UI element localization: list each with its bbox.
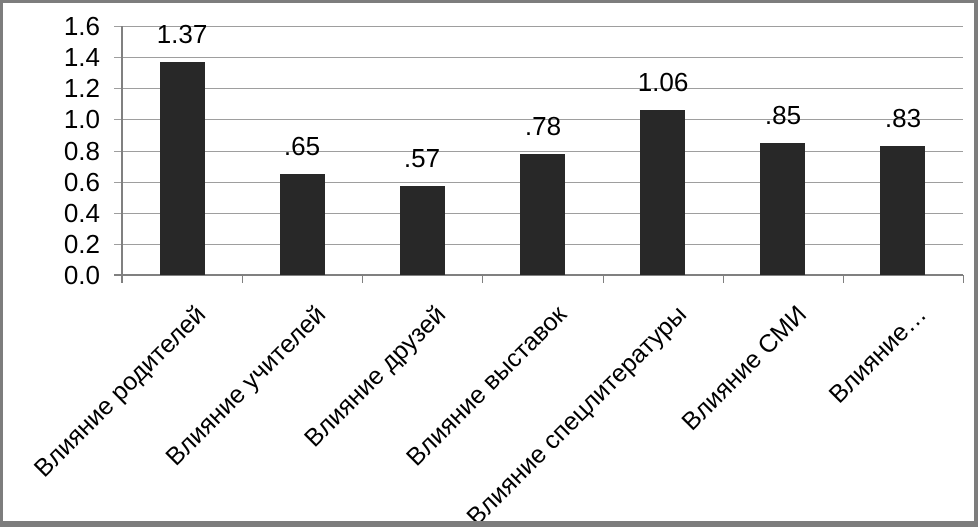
gridline xyxy=(114,57,963,58)
gridline xyxy=(114,119,963,120)
y-axis-tick-label: 1.4 xyxy=(63,42,100,72)
bar xyxy=(160,62,205,275)
x-axis-tick xyxy=(362,275,363,283)
bar-value-label: .78 xyxy=(524,111,562,141)
bar xyxy=(280,174,325,275)
bar-value-label: 1.37 xyxy=(156,19,208,49)
gridline xyxy=(114,26,963,27)
bar xyxy=(760,143,805,275)
bar xyxy=(520,154,565,275)
x-axis-category-label: Влияние родителей xyxy=(28,300,212,483)
bar-value-label: .57 xyxy=(403,143,441,173)
y-axis-tick-label: 0.2 xyxy=(63,229,100,259)
x-axis-tick xyxy=(723,275,724,283)
y-axis-tick-label: 1.6 xyxy=(63,11,100,41)
gridline xyxy=(114,88,963,89)
y-axis-tick-label: 0.6 xyxy=(63,167,100,197)
bar-value-label: .65 xyxy=(283,131,321,161)
bar-value-label: .85 xyxy=(764,100,802,130)
y-axis-tick-label: 0.4 xyxy=(63,198,100,228)
x-axis-tick xyxy=(843,275,844,283)
bar-value-label: .83 xyxy=(884,103,922,133)
bar-chart-plot-area: 0.0 0.2 0.4 0.6 0.8 1.0 1.2 1.4 1.6 1.37 Влияние р… xyxy=(3,3,974,521)
bar xyxy=(400,186,445,275)
bar xyxy=(880,146,925,275)
x-axis-tick xyxy=(603,275,604,283)
bar-value-label: 1.06 xyxy=(637,67,689,97)
y-axis-tick-label: 1.0 xyxy=(63,104,100,134)
y-axis-tick-label: 1.2 xyxy=(63,73,100,103)
bar xyxy=(640,110,685,275)
gridline xyxy=(114,151,963,152)
y-axis-line xyxy=(121,26,123,283)
x-axis-tick xyxy=(122,275,123,283)
y-axis-tick-label: 0.8 xyxy=(63,136,100,166)
x-axis-line xyxy=(114,274,963,276)
x-axis-tick xyxy=(242,275,243,283)
y-axis-tick-label: 0.0 xyxy=(63,260,100,290)
x-axis-tick xyxy=(482,275,483,283)
x-axis-tick xyxy=(963,275,964,283)
